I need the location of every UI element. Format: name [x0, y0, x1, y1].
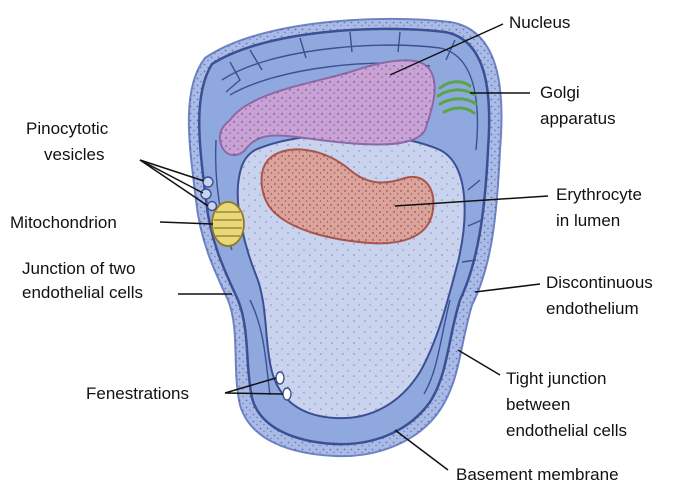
- leader-fenestrations-2: [224, 392, 284, 395]
- nucleus-texture: [219, 60, 435, 156]
- pinocytotic-vesicles: [200, 176, 218, 212]
- leader-pinocytotic-3: [139, 159, 209, 207]
- label-pinocytotic-vesicles: Pinocytotic vesicles: [26, 119, 113, 164]
- label-mitochondrion: Mitochondrion: [10, 213, 117, 232]
- leader-tight-junction: [457, 349, 501, 376]
- leader-nucleus: [389, 23, 504, 76]
- label-tight-junction: Tight junction between endothelial cells: [506, 369, 627, 440]
- label-golgi-apparatus: Golgi apparatus: [540, 83, 616, 128]
- label-basement-membrane: Basement membrane: [456, 465, 619, 484]
- mitochondrion: [211, 201, 245, 247]
- leader-discontinuous: [474, 283, 541, 293]
- leader-basement: [394, 429, 449, 471]
- label-erythrocyte-in-lumen: Erythrocyte in lumen: [556, 185, 647, 230]
- leader-pinocytotic-2: [139, 159, 204, 194]
- label-junction-of-two-endothelial-cells: Junction of two endothelial cells: [22, 259, 143, 302]
- label-discontinuous-endothelium: Discontinuous endothelium: [546, 273, 658, 318]
- fenestrations: [275, 371, 292, 401]
- leader-fenestrations-1: [224, 377, 277, 394]
- leader-lines: [139, 23, 549, 471]
- leader-pinocytotic-1: [139, 159, 205, 182]
- leader-erythrocyte: [394, 195, 549, 207]
- label-fenestrations: Fenestrations: [86, 384, 189, 403]
- label-nucleus: Nucleus: [509, 13, 570, 32]
- erythrocyte-texture: [261, 149, 434, 244]
- leader-mitochondrion: [159, 221, 214, 225]
